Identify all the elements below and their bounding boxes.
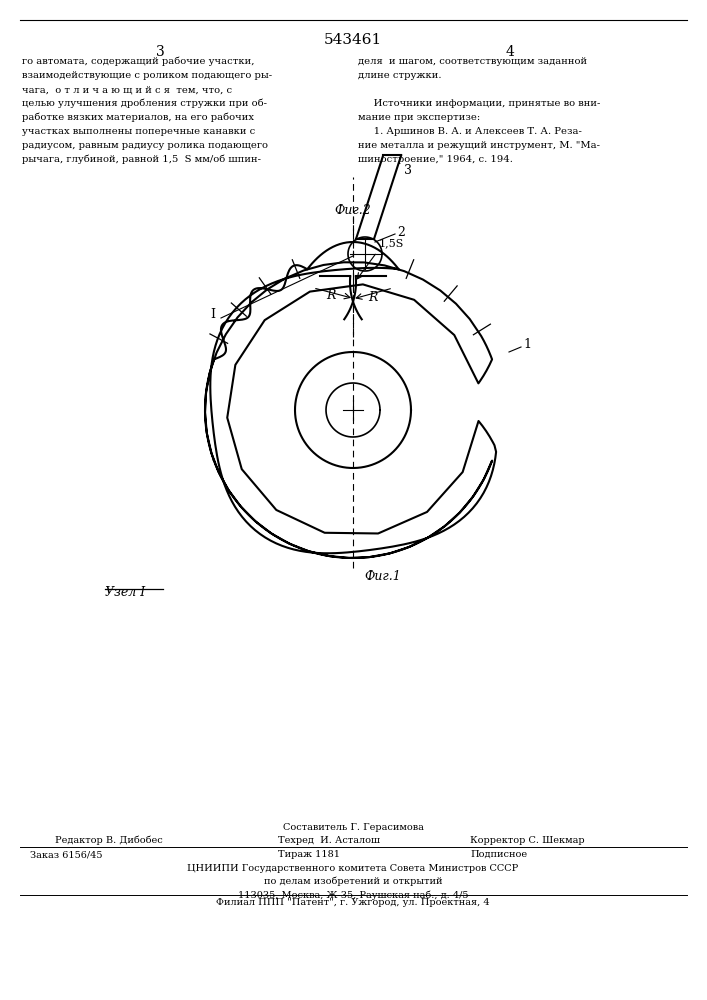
Text: R: R: [327, 289, 336, 302]
Text: Составитель Г. Герасимова: Составитель Г. Герасимова: [283, 823, 423, 832]
Text: I: I: [210, 308, 215, 322]
Text: 1. Аршинов В. А. и Алексеев Т. А. Реза-: 1. Аршинов В. А. и Алексеев Т. А. Реза-: [358, 127, 582, 136]
Text: работке вязких материалов, на его рабочих: работке вязких материалов, на его рабочи…: [22, 113, 254, 122]
Text: 1,5S: 1,5S: [379, 238, 404, 248]
Text: Узел I: Узел I: [105, 586, 145, 599]
Text: 3: 3: [404, 164, 412, 177]
Text: Тираж 1181: Тираж 1181: [278, 850, 340, 859]
Text: деля  и шагом, соответствующим заданной: деля и шагом, соответствующим заданной: [358, 57, 587, 66]
Text: чага,  о т л и ч а ю щ и й с я  тем, что, с: чага, о т л и ч а ю щ и й с я тем, что, …: [22, 85, 232, 94]
Text: 1: 1: [523, 338, 531, 352]
Text: Филиал ППП "Патент", г. Ужгород, ул. Проектная, 4: Филиал ППП "Патент", г. Ужгород, ул. Про…: [216, 898, 490, 907]
Text: Фиг.1: Фиг.1: [365, 570, 402, 583]
Text: 543461: 543461: [324, 33, 382, 47]
Text: взаимодействующие с роликом подающего ры-: взаимодействующие с роликом подающего ры…: [22, 71, 272, 80]
Text: мание при экспертизе:: мание при экспертизе:: [358, 113, 480, 122]
Text: длине стружки.: длине стружки.: [358, 71, 441, 80]
Text: Редактор В. Дибобес: Редактор В. Дибобес: [55, 836, 163, 845]
Text: целью улучшения дробления стружки при об-: целью улучшения дробления стружки при об…: [22, 99, 267, 108]
Text: ЦНИИПИ Государственного комитета Совета Министров СССР: ЦНИИПИ Государственного комитета Совета …: [187, 864, 519, 873]
Text: участках выполнены поперечные канавки с: участках выполнены поперечные канавки с: [22, 127, 255, 136]
Text: Корректор С. Шекмар: Корректор С. Шекмар: [470, 836, 585, 845]
Text: 2: 2: [397, 226, 405, 238]
Text: Заказ 6156/45: Заказ 6156/45: [30, 850, 103, 859]
Text: R: R: [368, 291, 378, 304]
Text: Источники информации, принятые во вни-: Источники информации, принятые во вни-: [358, 99, 600, 108]
Text: го автомата, содержащий рабочие участки,: го автомата, содержащий рабочие участки,: [22, 57, 255, 66]
Text: 113035, Москва, Ж-35, Раушская наб., д. 4/5: 113035, Москва, Ж-35, Раушская наб., д. …: [238, 890, 468, 900]
Text: рычага, глубиной, равной 1,5  S мм/об шпин-: рычага, глубиной, равной 1,5 S мм/об шпи…: [22, 155, 261, 164]
Text: Техред  И. Асталош: Техред И. Асталош: [278, 836, 380, 845]
Text: 4: 4: [506, 45, 515, 59]
Text: Подписное: Подписное: [470, 850, 527, 859]
Text: шиностроение," 1964, с. 194.: шиностроение," 1964, с. 194.: [358, 155, 513, 164]
Text: по делам изобретений и открытий: по делам изобретений и открытий: [264, 877, 443, 886]
Text: радиусом, равным радиусу ролика подающего: радиусом, равным радиусу ролика подающег…: [22, 141, 268, 150]
Text: ние металла и режущий инструмент, М. "Ма-: ние металла и режущий инструмент, М. "Ма…: [358, 141, 600, 150]
Text: 3: 3: [156, 45, 164, 59]
Text: Фиг.2: Фиг.2: [334, 204, 371, 217]
